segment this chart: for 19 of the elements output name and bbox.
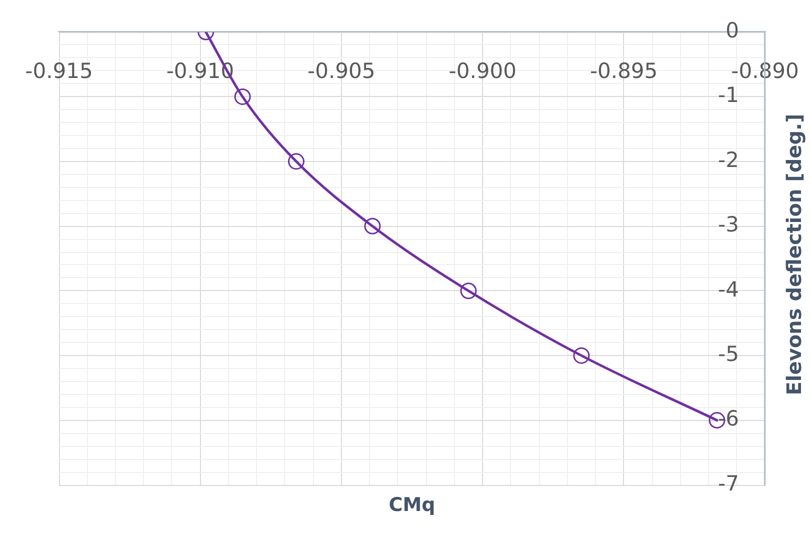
x-tick-label: -0.900 [448, 59, 516, 84]
point [460, 282, 477, 300]
y-tick-label: -1 [718, 83, 739, 108]
y-tick-label: 0 [726, 18, 739, 42]
x-tick-label: -0.895 [590, 59, 658, 84]
y-tick-label: -5 [718, 342, 739, 366]
y-tick-label: -2 [718, 148, 739, 172]
x-tick-label: -0.915 [25, 59, 93, 84]
point [364, 218, 381, 234]
x-tick-label: -0.890 [731, 59, 799, 84]
x-tick-label: -0.905 [308, 59, 376, 84]
point [573, 347, 590, 364]
x-axis-title: CMq [388, 494, 436, 516]
y-tick-label: -4 [718, 277, 739, 302]
y-tick-label: -3 [718, 212, 739, 237]
y-axis-title: Elevons deflection [deg.] [782, 114, 806, 396]
point [288, 153, 304, 170]
point [234, 88, 251, 105]
y-tick-label: -7 [718, 471, 739, 496]
